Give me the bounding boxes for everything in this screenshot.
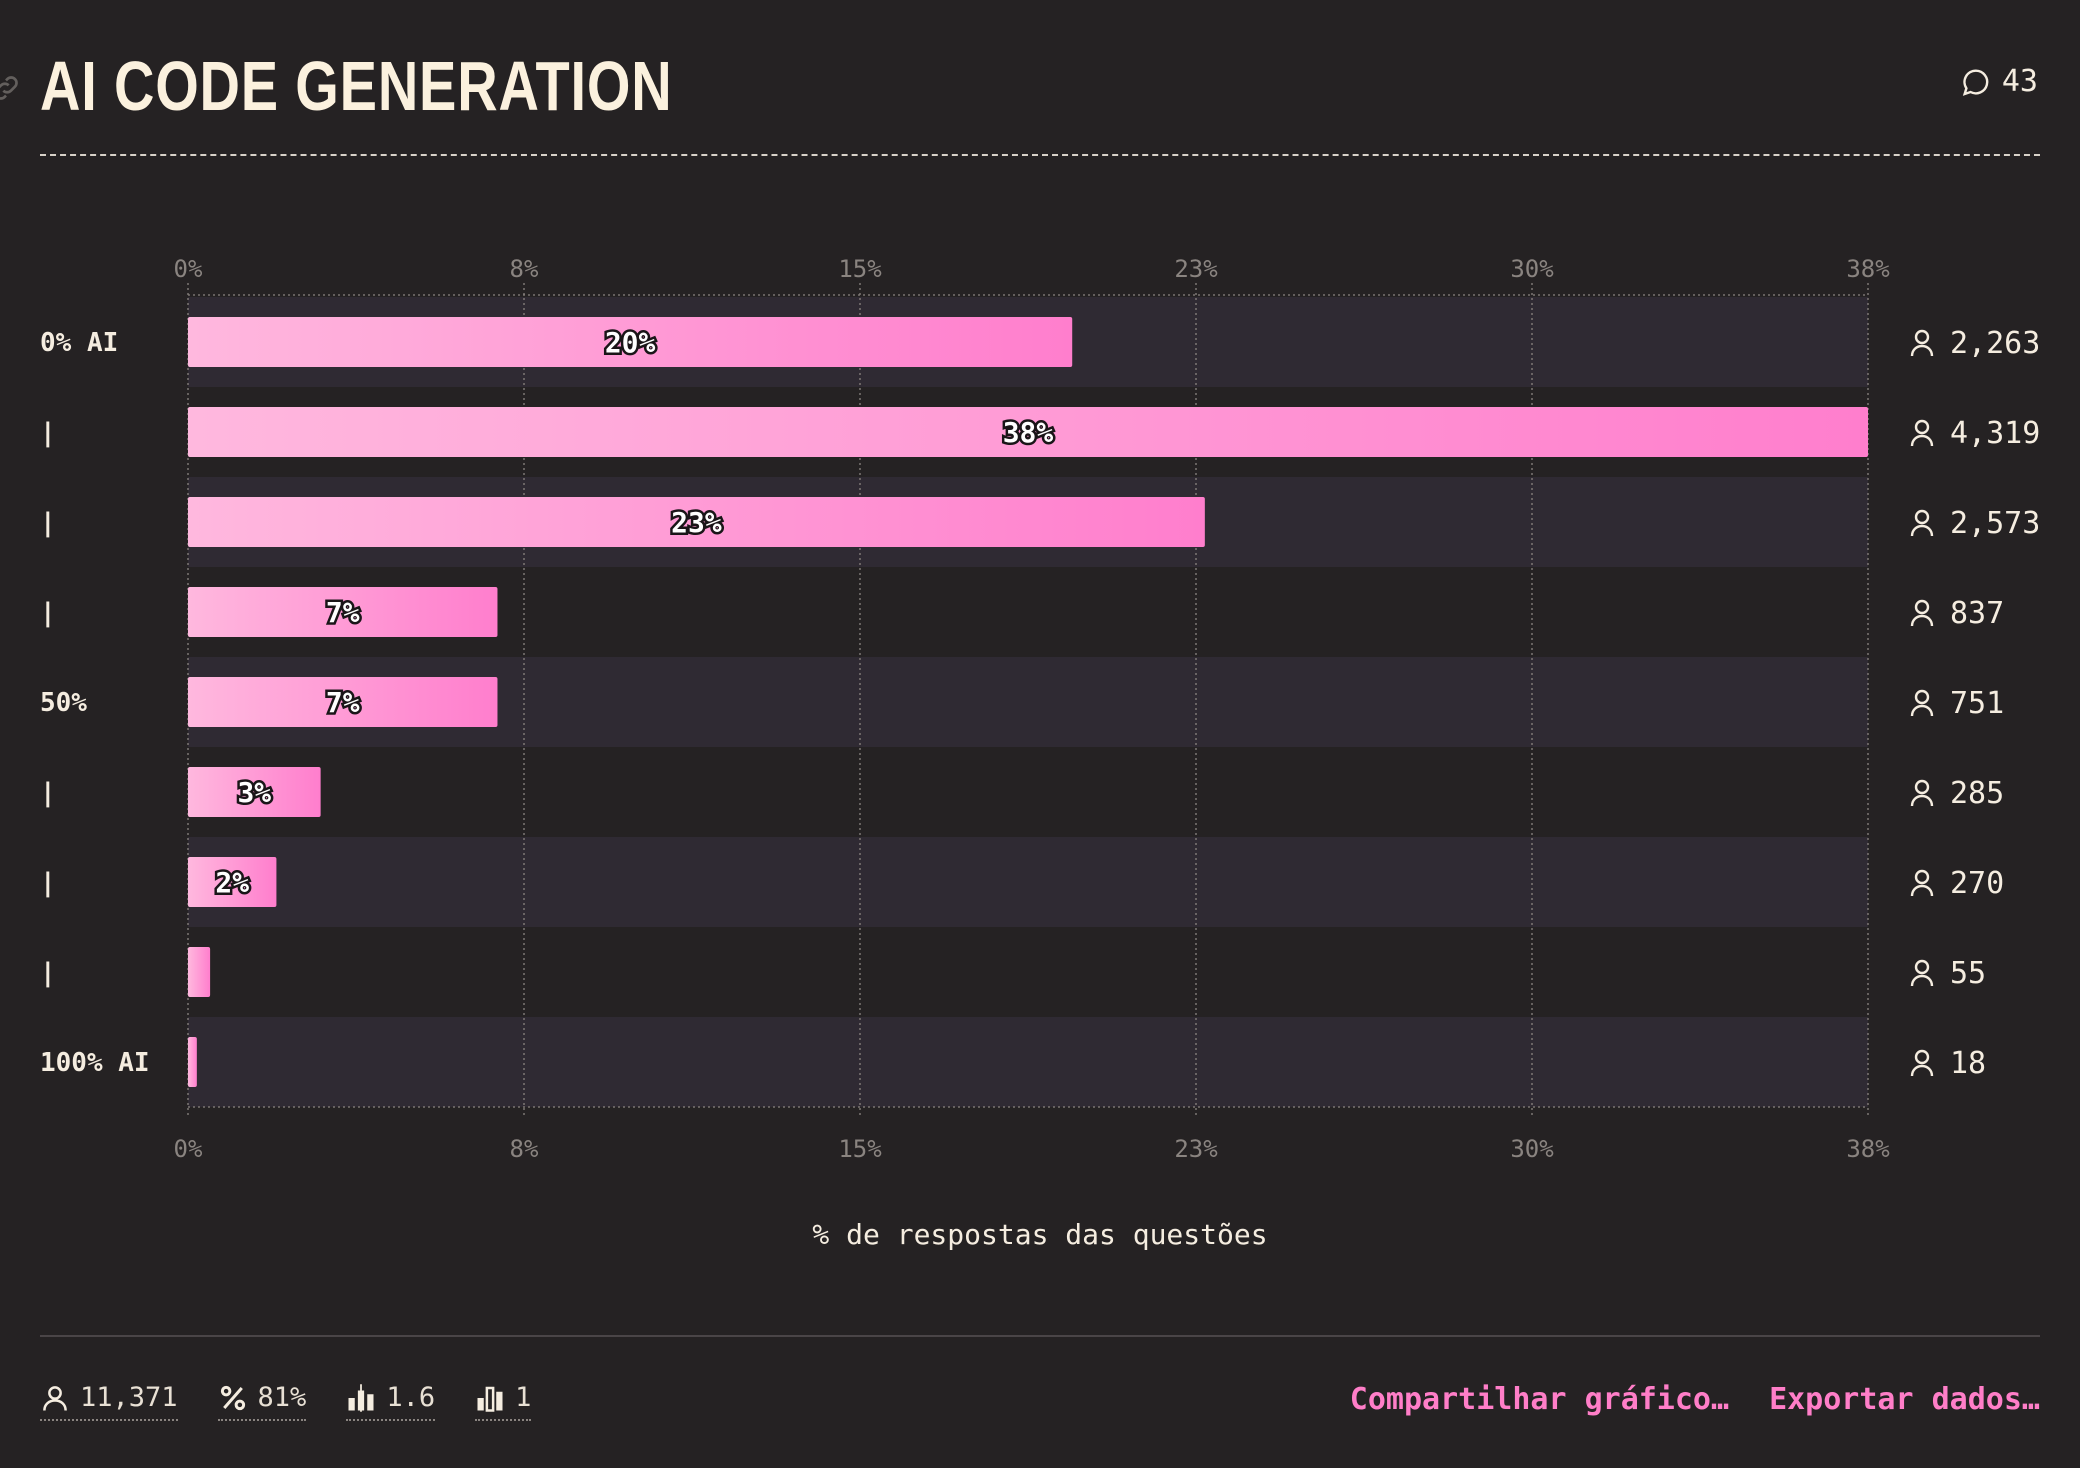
x-tick-label-bottom: 23% — [1174, 1135, 1218, 1160]
stat-value: 1 — [515, 1382, 532, 1413]
footer-stats: 11,371 81% 1.6 1 — [40, 1382, 532, 1421]
person-icon — [1910, 1049, 1934, 1077]
row-band — [188, 1017, 1868, 1107]
category-label: | — [40, 598, 56, 628]
bar[interactable] — [188, 947, 211, 997]
stat-candlestick[interactable]: 1.6 — [346, 1382, 436, 1421]
respondent-count: 751 — [1950, 686, 2004, 721]
bar-value-label: 38% — [1003, 416, 1054, 449]
x-tick-label-bottom: 38% — [1846, 1135, 1890, 1160]
export-data-link[interactable]: Exportar dados… — [1769, 1382, 2040, 1417]
bar[interactable] — [188, 407, 1868, 457]
respondent-count: 837 — [1950, 596, 2004, 631]
bar[interactable] — [188, 587, 498, 637]
stat-value: 11,371 — [80, 1382, 178, 1413]
header-divider — [40, 154, 2040, 156]
respondent-count: 270 — [1950, 866, 2004, 901]
x-tick-label-top: 0% — [174, 255, 203, 283]
row-band — [188, 837, 1868, 927]
person-icon — [43, 1385, 67, 1411]
category-label: | — [40, 778, 56, 808]
comment-count: 43 — [2001, 64, 2038, 99]
stat-percent[interactable]: 81% — [217, 1382, 307, 1421]
category-label: | — [40, 958, 56, 988]
person-icon — [1910, 779, 1934, 807]
stat-respondents[interactable]: 11,371 — [40, 1382, 178, 1421]
x-tick-label-bottom: 30% — [1510, 1135, 1554, 1160]
comment-icon — [1962, 68, 1989, 96]
comments-button[interactable]: 43 — [1960, 64, 2038, 99]
candlestick-icon — [348, 1383, 374, 1412]
category-label: | — [40, 508, 56, 538]
chart-title: AI CODE GENERATION — [40, 47, 673, 125]
bar[interactable] — [188, 1037, 197, 1087]
x-tick-label-bottom: 15% — [838, 1135, 882, 1160]
bar[interactable] — [188, 677, 498, 727]
stat-bars[interactable]: 1 — [475, 1382, 532, 1421]
person-icon — [1910, 689, 1934, 717]
x-axis-title: % de respostas das questões — [812, 1218, 1268, 1251]
category-label: 100% AI — [40, 1048, 150, 1078]
person-icon — [1910, 329, 1934, 357]
bar[interactable] — [188, 317, 1073, 367]
respondent-count: 285 — [1950, 776, 2004, 811]
footer-actions: Compartilhar gráfico… Exportar dados… — [1350, 1382, 2040, 1417]
respondent-count: 55 — [1950, 956, 1986, 991]
person-icon — [1910, 599, 1934, 627]
bar-chart-icon — [477, 1386, 503, 1412]
respondent-count: 2,263 — [1950, 326, 2040, 361]
x-tick-label-top: 15% — [838, 255, 882, 283]
category-label: 0% AI — [40, 328, 118, 358]
x-tick-label-top: 30% — [1510, 255, 1554, 283]
bar-value-label: 20% — [605, 326, 656, 359]
respondent-count: 18 — [1950, 1046, 1986, 1081]
bar[interactable] — [188, 857, 277, 907]
respondent-count: 2,573 — [1950, 506, 2040, 541]
bar[interactable] — [188, 767, 321, 817]
percent-icon — [220, 1385, 245, 1410]
bar-value-label: 3% — [237, 776, 271, 809]
person-icon — [1910, 509, 1934, 537]
category-label: | — [40, 418, 56, 448]
person-icon — [1910, 959, 1934, 987]
x-tick-label-top: 8% — [510, 255, 539, 283]
bar[interactable] — [188, 497, 1205, 547]
bar-value-label: 2% — [215, 866, 249, 899]
x-tick-label-top: 23% — [1174, 255, 1218, 283]
share-chart-link[interactable]: Compartilhar gráfico… — [1349, 1382, 1730, 1417]
bar-value-label: 7% — [326, 686, 360, 719]
bar-value-label: 7% — [326, 596, 360, 629]
footer-divider — [40, 1335, 2040, 1337]
stat-value: 81% — [257, 1382, 307, 1413]
x-tick-label-bottom: 8% — [510, 1135, 539, 1160]
respondent-count: 4,319 — [1950, 416, 2040, 451]
stat-value: 1.6 — [386, 1382, 436, 1413]
x-tick-label-top: 38% — [1846, 255, 1890, 283]
person-icon — [1910, 869, 1934, 897]
person-icon — [1910, 419, 1934, 447]
category-label: 50% — [40, 688, 87, 718]
link-icon[interactable] — [0, 72, 22, 104]
bar-chart: 20%38%23%7%7%3%2% 0% AI|||50%|||100% AI … — [40, 255, 2040, 1160]
category-label: | — [40, 868, 56, 898]
x-tick-label-bottom: 0% — [174, 1135, 203, 1160]
bar-value-label: 23% — [671, 506, 722, 539]
